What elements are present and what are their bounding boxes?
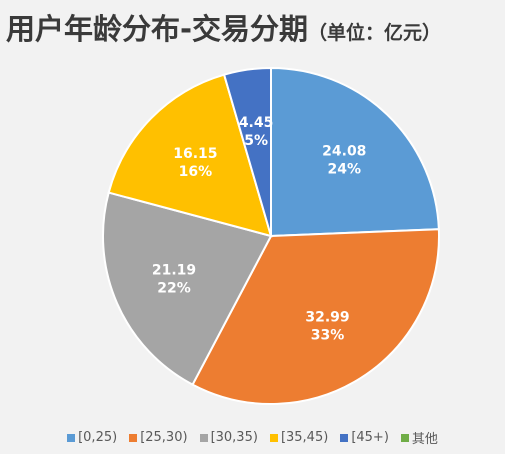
slice-percent-label-25-30: 33%	[311, 328, 345, 344]
legend-item-35-45: [35,45)	[269, 430, 329, 445]
legend-item-25-30: [25,30)	[129, 430, 188, 445]
slice-percent-label-35-45: 16%	[179, 164, 213, 180]
legend-item-30-35: [30,35)	[199, 430, 258, 445]
legend-swatch	[67, 433, 76, 442]
slice-value-label-35-45: 16.15	[173, 146, 217, 162]
slice-value-label-0-25: 24.08	[322, 144, 366, 160]
legend-label: [25,30)	[140, 430, 188, 445]
pie-slice-0-25	[270, 66, 440, 238]
slice-percent-label-0-25: 24%	[328, 162, 362, 178]
legend-swatch	[269, 433, 278, 442]
slice-percent-label-45: 5%	[244, 133, 268, 149]
slice-value-label-30-35: 21.19	[152, 262, 196, 278]
legend-label: [0,25)	[78, 430, 118, 445]
chart-legend: [0,25) [25,30) [30,35) [35,45) [45+) 其他	[0, 428, 505, 447]
legend-label: 其他	[411, 432, 438, 447]
chart-title-line: 用户年龄分布-交易分期（单位：亿元）	[6, 6, 441, 48]
legend-swatch	[199, 433, 208, 442]
pie-data-labels: 24.08 24% 32.99 33% 21.19 22% 16.15 16% 4.45 5%	[152, 115, 367, 343]
slice-percent-label-30-35: 22%	[157, 280, 191, 296]
legend-label: [45+)	[351, 430, 389, 445]
pie-slice-45	[222, 66, 272, 237]
legend-item-45: [45+)	[340, 430, 389, 445]
legend-swatch	[400, 433, 409, 442]
legend-label: [35,45)	[280, 430, 329, 445]
pie-slices	[101, 66, 440, 405]
legend-item-other: 其他	[400, 428, 438, 447]
chart-title: 用户年龄分布-交易分期	[6, 12, 309, 46]
pie-slice-30-35	[101, 191, 273, 386]
pie-slice-35-45	[107, 73, 273, 238]
legend-label: [30,35)	[210, 430, 258, 445]
chart-unit: （单位：亿元）	[308, 22, 442, 44]
legend-item-0-25: [0,25)	[67, 430, 117, 445]
slice-value-label-45: 4.45	[239, 115, 274, 131]
legend-swatch	[129, 433, 138, 442]
legend-swatch	[340, 433, 349, 442]
pie-slice-25-30	[191, 228, 440, 405]
slice-value-label-25-30: 32.99	[305, 310, 349, 326]
